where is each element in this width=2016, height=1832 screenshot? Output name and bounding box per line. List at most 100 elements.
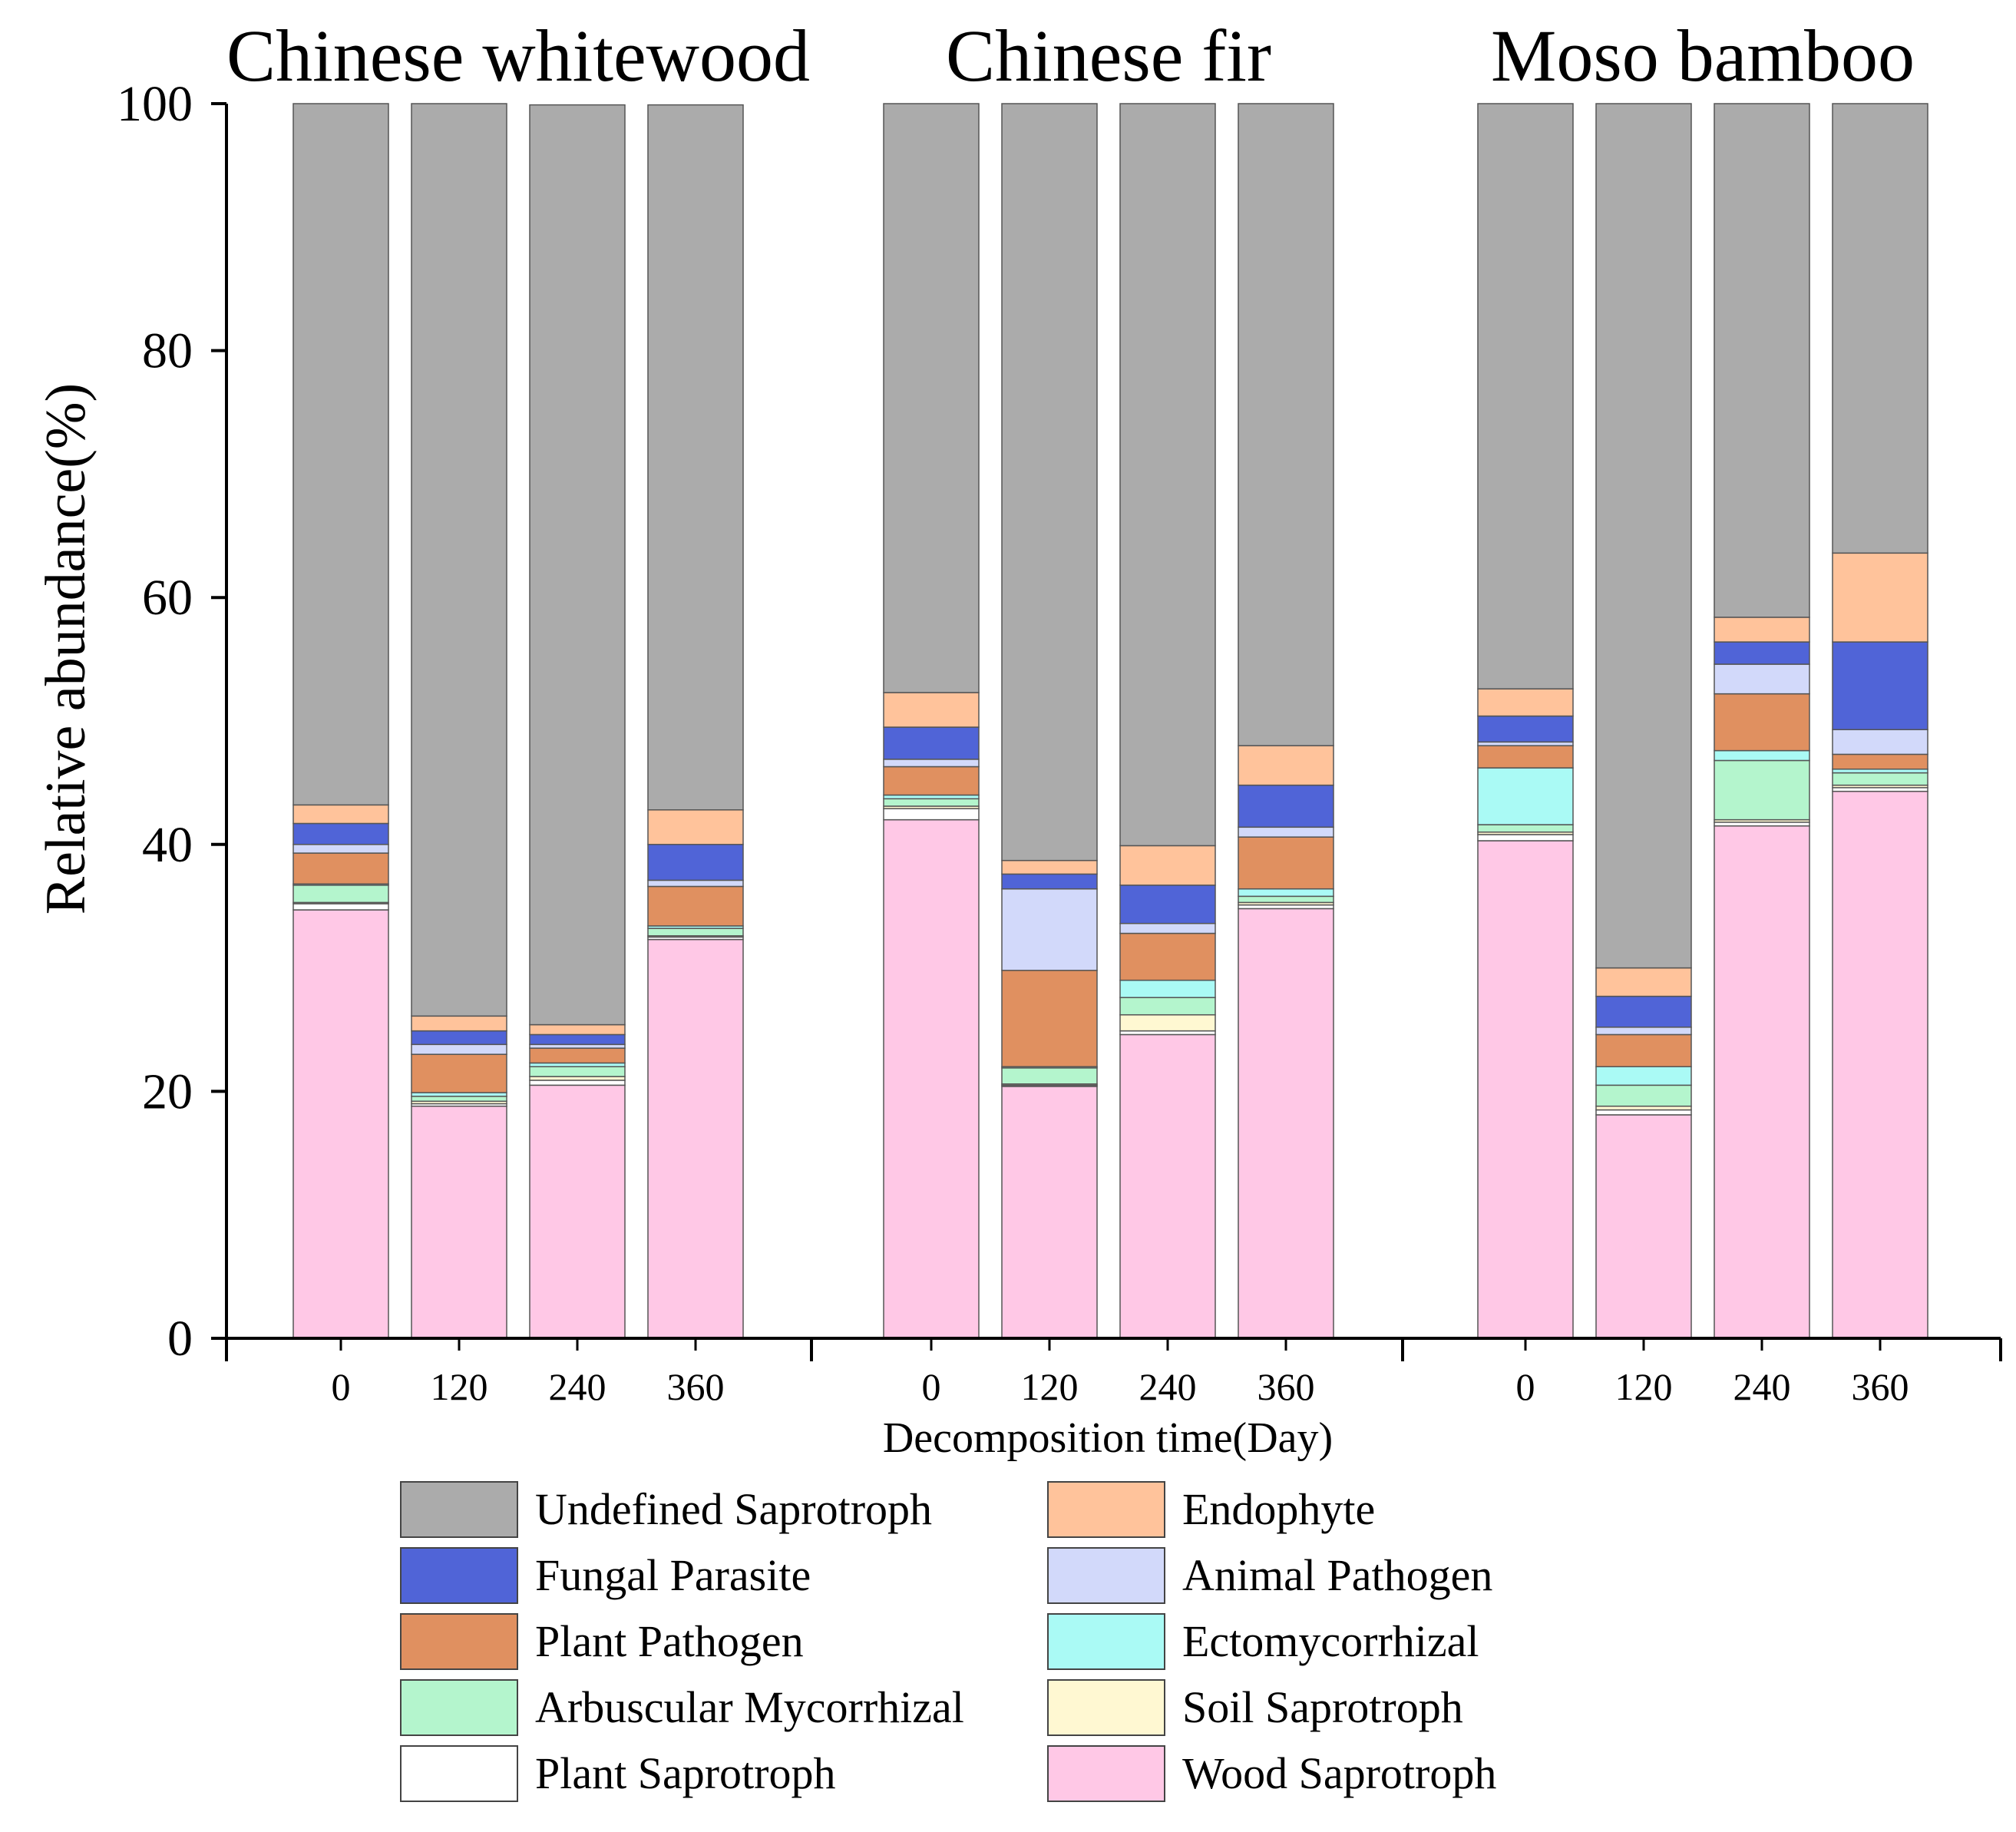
bar-segment-chinese-whitewood-360-wood-saprotroph [647,938,744,1339]
legend-label-arbuscular-mycorrhizal: Arbuscular Mycorrhizal [535,1682,964,1732]
y-axis-label: Relative abundance(%) [35,383,97,914]
bar-segment-chinese-whitewood-0-animal-pathogen [292,844,389,854]
legend-swatch-ectomycorrhizal [1047,1613,1165,1670]
bar-segment-moso-bamboo-240-animal-pathogen [1714,663,1810,695]
bar-segment-moso-bamboo-120-arbuscular-mycorrhizal [1595,1084,1692,1107]
bar-segment-moso-bamboo-0-ectomycorrhizal [1477,767,1574,825]
x-tick-label-moso-bamboo-360: 360 [1852,1365,1909,1408]
bar-segment-chinese-fir-360-undefined-saprotroph [1238,103,1334,746]
bar-segment-chinese-fir-0-endophyte [883,692,980,728]
y-tick-label-80: 80 [142,323,193,379]
bar-segment-chinese-whitewood-120-fungal-parasite [411,1030,507,1046]
legend-swatch-plant-saprotroph [400,1745,518,1802]
bar-segment-moso-bamboo-0-plant-pathogen [1477,745,1574,769]
bar-segment-moso-bamboo-360-plant-pathogen [1832,753,1928,770]
legend-swatch-animal-pathogen [1047,1547,1165,1604]
bar-segment-chinese-fir-240-plant-pathogen [1119,932,1216,981]
bar-segment-chinese-whitewood-240-plant-saprotroph [529,1080,626,1086]
bar-segment-chinese-fir-360-plant-pathogen [1238,836,1334,890]
group-title-chinese-fir: Chinese fir [946,15,1271,97]
bar-segment-moso-bamboo-120-fungal-parasite [1595,995,1692,1028]
bar-segment-chinese-fir-0-fungal-parasite [883,726,980,760]
bar-segment-moso-bamboo-240-ectomycorrhizal [1714,749,1810,762]
bar-segment-moso-bamboo-0-wood-saprotroph [1477,840,1574,1339]
bar-segment-chinese-whitewood-360-arbuscular-mycorrhizal [647,928,744,937]
legend-label-plant-saprotroph: Plant Saprotroph [535,1748,835,1798]
bar-segment-chinese-whitewood-0-arbuscular-mycorrhizal [292,885,389,904]
x-tick-label-chinese-whitewood-240: 240 [549,1365,606,1408]
bar-segment-moso-bamboo-240-plant-pathogen [1714,693,1810,752]
bar-segment-chinese-fir-120-arbuscular-mycorrhizal [1001,1067,1098,1085]
legend-label-soil-saprotroph: Soil Saprotroph [1182,1682,1463,1732]
bar-segment-chinese-fir-0-undefined-saprotroph [883,103,980,693]
bar-segment-chinese-whitewood-240-endophyte [529,1023,626,1036]
bar-segment-chinese-whitewood-360-animal-pathogen [647,879,744,888]
legend-label-wood-saprotroph: Wood Saprotroph [1182,1748,1496,1798]
x-tick-label-chinese-whitewood-120: 120 [431,1365,488,1408]
bar-segment-moso-bamboo-0-arbuscular-mycorrhizal [1477,824,1574,833]
bar-segment-moso-bamboo-360-wood-saprotroph [1832,790,1928,1339]
bar-segment-moso-bamboo-360-animal-pathogen [1832,729,1928,756]
axes-layer: 0 120 240 360 0 120 240 360 0 120 240 360 0 20 40 60 80 1… [117,76,2002,1408]
bar-segment-moso-bamboo-360-undefined-saprotroph [1832,103,1928,554]
legend: Undefined Saprotroph Endophyte Fungal Para… [400,1481,1496,1802]
bar-segment-chinese-whitewood-0-fungal-parasite [292,822,389,845]
bar-segment-moso-bamboo-240-fungal-parasite [1714,641,1810,665]
bar-segment-chinese-whitewood-360-fungal-parasite [647,844,744,881]
bar-segment-chinese-whitewood-240-fungal-parasite [529,1033,626,1046]
bar-segment-chinese-fir-120-fungal-parasite [1001,873,1098,890]
bar-segment-chinese-whitewood-360-undefined-saprotroph [647,104,744,811]
bar-segment-chinese-whitewood-0-undefined-saprotroph [292,103,389,806]
legend-swatch-soil-saprotroph [1047,1679,1165,1736]
bar-segment-chinese-fir-0-plant-saprotroph [883,808,980,821]
x-tick-label-chinese-whitewood-0: 0 [332,1365,351,1408]
bar-segment-chinese-fir-120-endophyte [1001,859,1098,875]
bar-segment-chinese-fir-120-animal-pathogen [1001,888,1098,971]
bar-segment-chinese-whitewood-120-plant-pathogen [411,1053,507,1093]
bar-segment-chinese-fir-240-wood-saprotroph [1119,1033,1216,1339]
bar-segment-chinese-fir-120-wood-saprotroph [1001,1086,1098,1339]
y-tick-label-100: 100 [117,76,193,132]
bar-segment-chinese-whitewood-120-arbuscular-mycorrhizal [411,1096,507,1103]
bar-segment-chinese-fir-0-plant-pathogen [883,766,980,796]
x-tick-label-chinese-fir-240: 240 [1139,1365,1197,1408]
y-tick-label-60: 60 [142,570,193,626]
x-tick-label-chinese-fir-0: 0 [922,1365,941,1408]
bar-segment-chinese-fir-240-undefined-saprotroph [1119,103,1216,847]
bar-segment-chinese-whitewood-0-wood-saprotroph [292,909,389,1339]
y-tick-label-40: 40 [142,817,193,873]
bar-segment-chinese-fir-240-soil-saprotroph [1119,1014,1216,1032]
x-tick-label-chinese-fir-360: 360 [1258,1365,1315,1408]
bar-segment-chinese-fir-360-animal-pathogen [1238,826,1334,838]
bar-segment-moso-bamboo-120-plant-saprotroph [1595,1109,1692,1116]
bar-segment-chinese-fir-240-animal-pathogen [1119,922,1216,934]
bar-segment-chinese-fir-120-undefined-saprotroph [1001,103,1098,861]
bar-segment-chinese-fir-360-ectomycorrhizal [1238,888,1334,898]
bar-segment-chinese-whitewood-0-plant-pathogen [292,852,389,885]
legend-swatch-fungal-parasite [400,1547,518,1604]
bar-segment-moso-bamboo-120-wood-saprotroph [1595,1114,1692,1339]
bar-segment-chinese-fir-240-endophyte [1119,845,1216,886]
bar-segment-chinese-fir-360-arbuscular-mycorrhizal [1238,895,1334,904]
bar-segment-chinese-fir-0-arbuscular-mycorrhizal [883,798,980,807]
bars-layer [292,103,1928,1339]
bar-segment-moso-bamboo-120-ectomycorrhizal [1595,1066,1692,1086]
bar-segment-moso-bamboo-240-endophyte [1714,617,1810,643]
bar-segment-chinese-whitewood-240-undefined-saprotroph [529,104,626,1026]
bar-segment-moso-bamboo-120-animal-pathogen [1595,1027,1692,1036]
bar-segment-chinese-whitewood-0-endophyte [292,804,389,825]
legend-label-endophyte: Endophyte [1182,1484,1375,1534]
bar-segment-chinese-whitewood-360-plant-pathogen [647,885,744,927]
legend-swatch-plant-pathogen [400,1613,518,1670]
legend-label-plant-pathogen: Plant Pathogen [535,1616,804,1666]
bar-segment-chinese-whitewood-120-wood-saprotroph [411,1105,507,1339]
x-tick-label-chinese-whitewood-360: 360 [667,1365,725,1408]
bar-segment-moso-bamboo-360-arbuscular-mycorrhizal [1832,772,1928,786]
legend-swatch-endophyte [1047,1481,1165,1538]
legend-label-fungal-parasite: Fungal Parasite [535,1550,811,1600]
x-axis-label: Decomposition time(Day) [883,1414,1333,1462]
legend-label-undefined-saprotroph: Undefined Saprotroph [535,1484,932,1534]
bar-segment-moso-bamboo-240-arbuscular-mycorrhizal [1714,759,1810,821]
x-tick-label-moso-bamboo-0: 0 [1516,1365,1535,1408]
